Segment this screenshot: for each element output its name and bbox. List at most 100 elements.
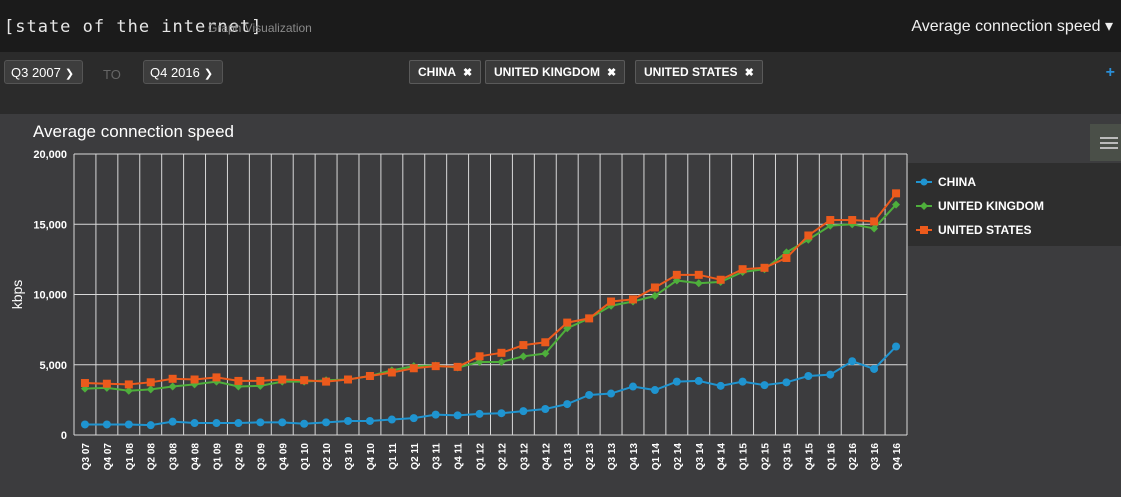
data-point-china	[497, 409, 506, 418]
data-point-china	[628, 382, 637, 391]
filter-bar: Q3 2007 ❯ TO Q4 2016 ❯ CHINA ✖ UNITED KINGD…	[0, 52, 1121, 114]
x-tick-label: Q2 15	[761, 443, 772, 471]
data-point-uk	[870, 224, 879, 233]
metric-selector[interactable]: Average connection speed ▾	[911, 16, 1113, 36]
data-point-china	[365, 416, 374, 425]
data-point-us	[431, 362, 440, 371]
chip-united-states: UNITED STATES ✖	[635, 60, 763, 84]
data-point-china	[387, 415, 396, 424]
chevron-down-icon: ▾	[1104, 18, 1113, 35]
x-tick-label: Q4 16	[892, 443, 903, 471]
data-point-china	[519, 407, 528, 416]
chart-menu-button[interactable]	[1090, 124, 1121, 161]
to-label: TO	[103, 67, 121, 82]
chip-united-kingdom: UNITED KINGDOM ✖	[485, 60, 626, 84]
chip-label: UNITED KINGDOM	[494, 65, 600, 79]
data-point-china	[782, 378, 791, 387]
x-tick-label: Q4 15	[804, 443, 815, 471]
legend-label: UNITED KINGDOM	[938, 199, 1044, 213]
close-icon[interactable]: ✖	[607, 67, 617, 79]
x-tick-label: Q3 07	[81, 443, 92, 471]
add-country-button[interactable]: +	[1105, 64, 1115, 81]
y-tick-label: 10,000	[33, 290, 67, 302]
y-tick-label: 20,000	[33, 149, 67, 161]
x-tick-label: Q2 10	[322, 443, 333, 471]
legend-item-united-states[interactable]: UNITED STATES	[916, 221, 1032, 239]
data-point-china	[475, 409, 484, 418]
x-tick-label: Q4 14	[717, 443, 728, 471]
y-tick-label: 5,000	[39, 360, 67, 372]
metric-label: Average connection speed	[911, 18, 1101, 35]
data-point-china	[431, 410, 440, 419]
data-point-us	[650, 283, 659, 292]
data-point-us	[146, 378, 155, 387]
data-point-us	[365, 371, 374, 380]
close-icon[interactable]: ✖	[463, 67, 473, 79]
x-tick-label: Q1 13	[563, 443, 574, 471]
data-point-us	[672, 270, 681, 279]
data-point-us	[585, 314, 594, 323]
data-point-us	[541, 338, 550, 347]
chevron-down-icon: ❯	[64, 68, 75, 80]
data-point-uk	[892, 200, 901, 209]
x-tick-label: Q3 14	[695, 443, 706, 471]
x-tick-label: Q2 09	[234, 443, 245, 471]
x-tick-label: Q3 11	[432, 443, 443, 470]
data-point-china	[212, 419, 221, 428]
from-date-select[interactable]: Q3 2007 ❯	[4, 60, 83, 84]
x-tick-label: Q4 12	[541, 443, 552, 471]
data-point-china	[124, 420, 133, 429]
data-point-china	[892, 342, 901, 351]
top-bar: [state of the internet] Graph Visualizat…	[0, 0, 1121, 52]
data-point-china	[146, 421, 155, 430]
chip-label: CHINA	[418, 65, 456, 79]
data-point-uk	[607, 301, 616, 310]
data-point-us	[212, 373, 221, 382]
data-point-us	[804, 231, 813, 240]
data-point-us	[848, 216, 857, 225]
data-point-us	[300, 376, 309, 385]
data-point-us	[716, 275, 725, 284]
x-tick-label: Q4 09	[278, 443, 289, 471]
data-point-us	[453, 362, 462, 371]
data-point-us	[190, 375, 199, 384]
to-date-select[interactable]: Q4 2016 ❯	[143, 60, 223, 84]
x-tick-label: Q3 15	[782, 443, 793, 471]
data-point-china	[870, 364, 879, 373]
data-point-china	[826, 370, 835, 379]
close-icon[interactable]: ✖	[744, 67, 754, 79]
x-tick-label: Q2 08	[147, 443, 158, 471]
data-point-china	[607, 389, 616, 398]
legend-item-china[interactable]: CHINA	[916, 173, 976, 191]
x-tick-label: Q1 12	[476, 443, 487, 471]
x-tick-label: Q2 16	[848, 443, 859, 471]
data-point-uk	[650, 291, 659, 300]
brand-logo[interactable]: [state of the internet]	[4, 17, 263, 37]
data-point-us	[387, 368, 396, 377]
data-point-us	[234, 376, 243, 385]
data-point-us	[322, 377, 331, 386]
data-point-china	[563, 400, 572, 409]
data-point-us	[607, 297, 616, 306]
y-tick-label: 15,000	[33, 219, 67, 231]
data-point-china	[300, 419, 309, 428]
to-date-value: Q4 2016	[150, 65, 200, 80]
x-tick-label: Q4 08	[191, 443, 202, 471]
x-tick-label: Q1 11	[388, 443, 399, 470]
data-point-china	[168, 417, 177, 426]
series-us	[80, 189, 901, 389]
data-point-us	[475, 352, 484, 361]
data-point-us	[519, 341, 528, 350]
x-tick-label: Q2 14	[673, 443, 684, 471]
data-point-us	[892, 189, 901, 198]
chip-label: UNITED STATES	[644, 65, 738, 79]
chart-title: Average connection speed	[33, 122, 235, 141]
data-point-us	[256, 376, 265, 385]
data-point-uk	[497, 357, 506, 366]
legend-item-united-kingdom[interactable]: UNITED KINGDOM	[916, 197, 1044, 215]
chart-plot: 0 5,000 10,000 15,000 20,000 Q3 07 Q4 07 Q1 08 Q…	[9, 149, 908, 471]
x-tick-label: Q3 13	[607, 443, 618, 471]
x-tick-label: Q4 11	[454, 443, 465, 470]
data-point-china	[278, 418, 287, 427]
data-point-uk	[541, 349, 550, 358]
